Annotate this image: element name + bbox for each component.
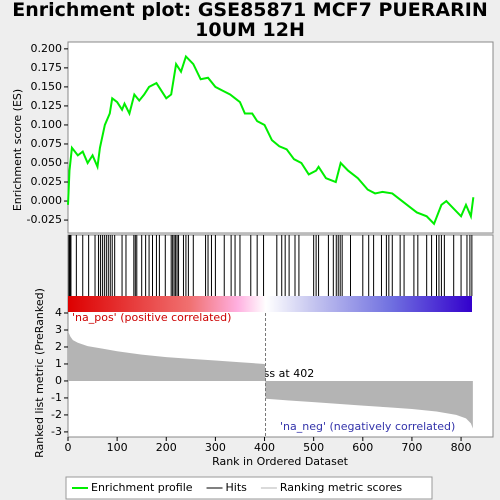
y-tick-label: 0.200 <box>31 42 63 55</box>
y-tick-label: 0.150 <box>31 80 63 93</box>
metric-area <box>68 330 473 429</box>
legend <box>65 476 433 500</box>
y-axis-label: Enrichment score (ES) <box>11 89 24 211</box>
y-tick-label: -2 <box>51 408 62 421</box>
y-tick-label: -0.025 <box>27 213 62 226</box>
es-panel <box>67 41 494 234</box>
x-tick-label: 600 <box>352 441 373 454</box>
x-tick-label: 700 <box>401 441 422 454</box>
x-tick-label: 100 <box>107 441 128 454</box>
x-tick-label: 800 <box>451 441 472 454</box>
y-tick-label: -3 <box>51 425 62 438</box>
x-tick-label: 0 <box>65 441 72 454</box>
chart-title: Enrichment plot: GSE85871 MCF7 PUERARIN … <box>12 0 488 41</box>
x-tick-label: 400 <box>254 441 275 454</box>
y-tick-label: 2 <box>55 340 62 353</box>
color-bar <box>68 296 472 312</box>
x-axis-label: Rank in Ordered Dataset <box>212 455 349 468</box>
legend-label: Enrichment profile <box>91 481 193 494</box>
y-tick-label: 0 <box>55 374 62 387</box>
legend-label: Hits <box>226 481 248 494</box>
annotation: 'na_pos' (positive correlated) <box>72 311 231 324</box>
y-tick-label: 0.075 <box>31 137 63 150</box>
es-line <box>67 54 475 226</box>
y-tick-label: 1 <box>55 357 62 370</box>
y-tick-label: 0.025 <box>31 175 63 188</box>
annotation: 'na_neg' (negatively correlated) <box>280 420 455 433</box>
y-tick-label: 0.050 <box>31 156 63 169</box>
legend-label: Ranking metric scores <box>280 481 402 494</box>
x-tick-label: 200 <box>156 441 177 454</box>
y-axis-label: Ranked list metric (PreRanked) <box>33 288 46 458</box>
y-tick-label: 0.125 <box>31 99 63 112</box>
y-tick-label: 0.175 <box>31 61 63 74</box>
y-tick-label: 0.000 <box>31 194 63 207</box>
y-tick-label: 4 <box>55 306 62 319</box>
y-tick-label: -1 <box>51 391 62 404</box>
x-tick-label: 500 <box>303 441 324 454</box>
y-tick-label: 0.100 <box>31 118 63 131</box>
x-tick-label: 300 <box>205 441 226 454</box>
y-tick-label: 3 <box>55 323 62 336</box>
